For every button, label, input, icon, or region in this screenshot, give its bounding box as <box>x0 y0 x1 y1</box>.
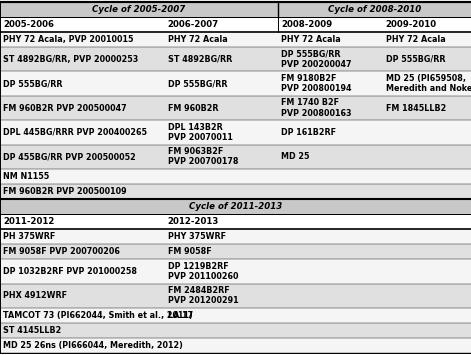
Text: ST 4892BG/RR: ST 4892BG/RR <box>168 55 232 64</box>
Bar <box>0 2 471 17</box>
Text: FM 960B2R PVP 200500109: FM 960B2R PVP 200500109 <box>3 187 127 196</box>
Text: 2011-2012: 2011-2012 <box>3 217 54 226</box>
Bar <box>0 199 471 214</box>
Text: DPL 143B2R: DPL 143B2R <box>168 123 222 132</box>
Text: PVP 200800163: PVP 200800163 <box>281 109 351 118</box>
Text: FM 1845LLB2: FM 1845LLB2 <box>386 104 446 113</box>
Text: PVP 20070011: PVP 20070011 <box>168 133 232 142</box>
Text: DP 161B2RF: DP 161B2RF <box>281 128 336 137</box>
Bar <box>0 308 471 323</box>
Bar <box>0 284 471 308</box>
Text: FM 9058F: FM 9058F <box>168 247 211 256</box>
Bar <box>0 120 471 144</box>
Text: ST 4892BG/RR, PVP 20000253: ST 4892BG/RR, PVP 20000253 <box>3 55 138 64</box>
Text: DP 555BG/RR: DP 555BG/RR <box>3 79 63 88</box>
Text: DP 555BG/RR: DP 555BG/RR <box>281 50 341 59</box>
Text: PHY 72 Acala: PHY 72 Acala <box>168 35 227 44</box>
Text: FM 2484B2RF: FM 2484B2RF <box>168 286 229 295</box>
Text: FM 960B2R: FM 960B2R <box>168 104 218 113</box>
Text: DP 555BG/RR: DP 555BG/RR <box>386 55 446 64</box>
Text: MD 25: MD 25 <box>281 152 309 162</box>
Bar <box>0 338 471 353</box>
Text: 2012-2013: 2012-2013 <box>168 217 219 226</box>
Bar <box>0 17 471 32</box>
Text: PVP 201200291: PVP 201200291 <box>168 296 238 305</box>
Bar <box>0 214 471 229</box>
Text: NM N1155: NM N1155 <box>3 172 49 181</box>
Text: TAMCOT 73 (PI662044, Smith et al., 2011): TAMCOT 73 (PI662044, Smith et al., 2011) <box>3 311 193 320</box>
Text: 2008-2009: 2008-2009 <box>281 20 332 29</box>
Text: ST 4145LLB2: ST 4145LLB2 <box>3 326 61 335</box>
Bar <box>0 323 471 338</box>
Text: 2009-2010: 2009-2010 <box>386 20 437 29</box>
Text: FM 9180B2F: FM 9180B2F <box>281 74 336 83</box>
Text: DP 1219B2RF: DP 1219B2RF <box>168 262 228 271</box>
Text: DP 455BG/RR PVP 200500052: DP 455BG/RR PVP 200500052 <box>3 152 136 162</box>
Bar <box>0 96 471 120</box>
Bar <box>0 169 471 184</box>
Bar <box>0 244 471 259</box>
Bar <box>0 144 471 169</box>
Text: PHY 72 Acala: PHY 72 Acala <box>386 35 446 44</box>
Text: MD 25 (PI659508,: MD 25 (PI659508, <box>386 74 466 83</box>
Text: 2006-2007: 2006-2007 <box>168 20 219 29</box>
Text: FM 1740 B2F: FM 1740 B2F <box>281 98 339 108</box>
Text: PHX 4912WRF: PHX 4912WRF <box>3 291 67 300</box>
Bar <box>0 184 471 199</box>
Bar <box>0 71 471 96</box>
Text: Meredith and Nokes, 2011): Meredith and Nokes, 2011) <box>386 84 471 93</box>
Text: PHY 375WRF: PHY 375WRF <box>168 232 226 241</box>
Text: PHY 72 Acala, PVP 20010015: PHY 72 Acala, PVP 20010015 <box>3 35 133 44</box>
Text: FM 9058F PVP 200700206: FM 9058F PVP 200700206 <box>3 247 120 256</box>
Text: PH 375WRF: PH 375WRF <box>3 232 55 241</box>
Text: PVP 200800194: PVP 200800194 <box>281 84 351 93</box>
Text: DP 555BG/RR: DP 555BG/RR <box>168 79 227 88</box>
Text: DPL 445BG/RRR PVP 200400265: DPL 445BG/RRR PVP 200400265 <box>3 128 147 137</box>
Text: PHY 72 Acala: PHY 72 Acala <box>281 35 341 44</box>
Text: PVP 200200047: PVP 200200047 <box>281 60 351 69</box>
Bar <box>0 229 471 244</box>
Text: MD 25 26ns (PI666044, Meredith, 2012): MD 25 26ns (PI666044, Meredith, 2012) <box>3 341 183 350</box>
Text: Cycle of 2008-2010: Cycle of 2008-2010 <box>328 5 421 14</box>
Text: Cycle of 2005-2007: Cycle of 2005-2007 <box>92 5 186 14</box>
Text: FM 9063B2F: FM 9063B2F <box>168 147 223 156</box>
Bar <box>0 32 471 47</box>
Text: FM 960B2R PVP 200500047: FM 960B2R PVP 200500047 <box>3 104 127 113</box>
Text: PVP 201100260: PVP 201100260 <box>168 272 238 281</box>
Bar <box>0 47 471 71</box>
Text: Cycle of 2011-2013: Cycle of 2011-2013 <box>189 202 282 211</box>
Text: 2005-2006: 2005-2006 <box>3 20 54 29</box>
Text: DP 1032B2RF PVP 201000258: DP 1032B2RF PVP 201000258 <box>3 267 137 276</box>
Text: LA 17: LA 17 <box>168 311 193 320</box>
Text: PVP 200700178: PVP 200700178 <box>168 158 238 166</box>
Bar <box>0 259 471 284</box>
